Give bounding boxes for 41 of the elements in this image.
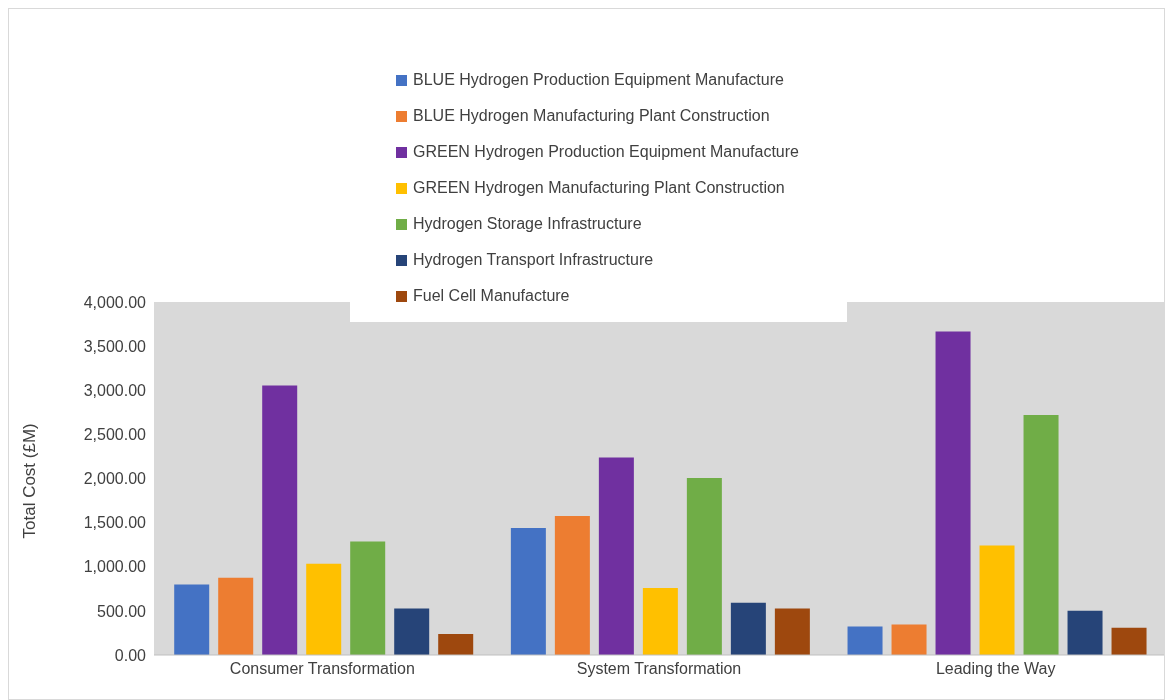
y-tick-label: 4,000.00 — [83, 293, 147, 311]
bar — [1023, 414, 1059, 655]
bar — [598, 457, 634, 655]
y-tick-label: 1,000.00 — [83, 558, 147, 576]
bar — [730, 602, 766, 655]
legend-label: GREEN Hydrogen Manufacturing Plant Construction — [413, 179, 785, 197]
legend-label: Fuel Cell Manufacture — [413, 287, 570, 305]
bar — [686, 477, 722, 655]
legend-label: GREEN Hydrogen Production Equipment Manufacture — [413, 143, 799, 161]
x-tick-label: Consumer Transformation — [229, 660, 415, 678]
y-tick-label: 2,000.00 — [83, 470, 147, 488]
y-tick-label: 0.00 — [114, 646, 147, 664]
bar — [774, 608, 810, 655]
bar — [262, 385, 298, 655]
bar — [438, 634, 474, 655]
y-tick-label: 1,500.00 — [83, 514, 147, 532]
y-tick-label: 3,500.00 — [83, 337, 147, 355]
legend-label: BLUE Hydrogen Production Equipment Manufacture — [413, 71, 784, 89]
bar — [642, 588, 678, 655]
bar — [979, 545, 1015, 655]
bar — [510, 527, 546, 655]
y-tick-label: 500.00 — [97, 602, 147, 620]
bar — [847, 626, 883, 655]
bar — [218, 577, 254, 655]
bar — [350, 541, 386, 655]
legend-label: Hydrogen Storage Infrastructure — [413, 215, 642, 233]
bar — [1111, 627, 1147, 655]
bar — [174, 584, 210, 655]
x-tick-label: System Transformation — [576, 660, 742, 678]
y-tick-label: 2,500.00 — [83, 426, 147, 444]
legend-label: Hydrogen Transport Infrastructure — [413, 251, 654, 269]
bar — [935, 331, 971, 655]
bar — [891, 624, 927, 655]
bar — [306, 563, 342, 655]
bar — [1067, 610, 1103, 655]
legend-label: BLUE Hydrogen Manufacturing Plant Construction — [413, 107, 770, 125]
y-tick-label: 3,000.00 — [83, 381, 147, 399]
bar — [394, 608, 430, 655]
x-tick-label: Leading the Way — [935, 660, 1056, 678]
y-axis-title: Total Cost (£M) — [20, 423, 40, 539]
bar — [554, 515, 590, 655]
